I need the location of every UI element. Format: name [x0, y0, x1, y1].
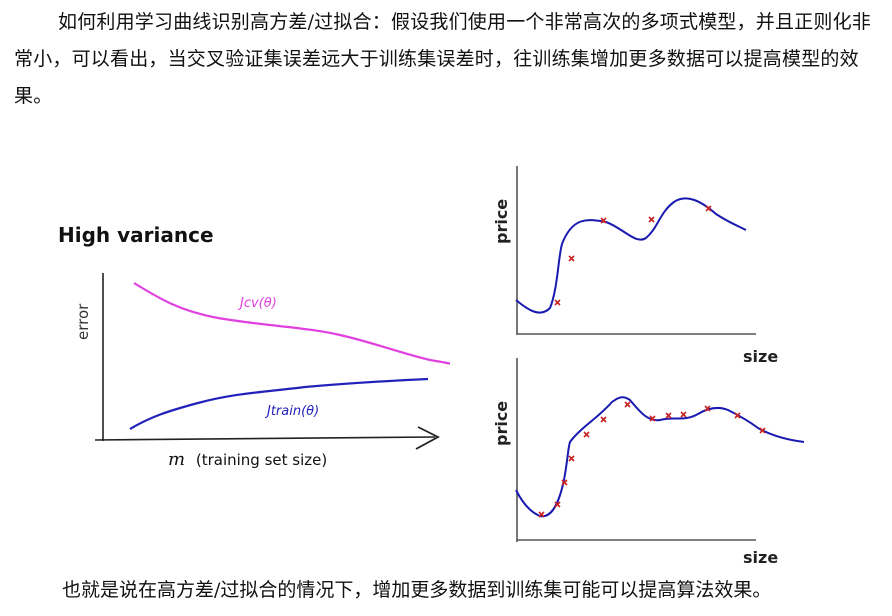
bottom-data-point: [759, 427, 766, 434]
top-data-point: [554, 299, 561, 306]
top-fit-curve: [515, 197, 747, 314]
learning-curve-title: High variance: [58, 223, 214, 247]
intro-paragraph: 如何利用学习曲线识别高方差/过拟合：假设我们使用一个非常高次的多项式模型，并且正…: [14, 4, 886, 115]
price-plot-top: price size: [492, 166, 778, 366]
top-data-point: [648, 216, 655, 223]
bottom-data-points: [538, 401, 766, 518]
top-data-point: [705, 205, 712, 212]
x-axis-text: (training set size): [196, 451, 327, 469]
cv-error-label: Jcv(θ): [237, 296, 277, 311]
top-data-point: [568, 255, 575, 262]
top-data-point: [600, 217, 607, 224]
price-axis-label-bottom: price: [492, 401, 511, 446]
bottom-data-point: [704, 405, 711, 412]
train-error-curve: [129, 377, 429, 430]
bottom-data-point: [649, 415, 656, 422]
bottom-data-point: [568, 455, 575, 462]
bottom-data-point: [665, 412, 672, 419]
x-axis: [94, 436, 436, 441]
bottom-fit-curve: [515, 396, 805, 518]
price-plot-bottom: price size: [492, 358, 805, 567]
bottom-data-point: [680, 411, 687, 418]
price-axis-label-top: price: [492, 199, 511, 244]
bottom-data-point: [538, 511, 545, 518]
bottom-data-point: [561, 479, 568, 486]
error-axis-label: error: [74, 303, 92, 340]
cv-error-curve: [133, 282, 450, 365]
bottom-data-point: [600, 416, 607, 423]
size-axis-label-top: size: [743, 347, 778, 366]
bottom-data-point: [554, 501, 561, 508]
x-axis-symbol: m: [168, 449, 185, 470]
learning-curve-figure: High variance error Jcv(θ) Jtrain(θ) m (…: [58, 223, 450, 470]
x-axis-label: m (training set size): [168, 449, 327, 470]
top-data-points: [554, 205, 712, 306]
bottom-data-point: [624, 401, 631, 408]
bottom-data-point: [583, 431, 590, 438]
footer-paragraph: 也就是说在高方差/过拟合的情况下，增加更多数据到训练集可能可以提高算法效果。: [62, 579, 772, 601]
x-axis-arrowhead: [415, 426, 440, 450]
bottom-data-point: [734, 412, 741, 419]
train-error-label: Jtrain(θ): [264, 404, 319, 419]
size-axis-label-bottom: size: [743, 548, 778, 567]
intro-text: 如何利用学习曲线识别高方差/过拟合：假设我们使用一个非常高次的多项式模型，并且正…: [14, 11, 872, 107]
